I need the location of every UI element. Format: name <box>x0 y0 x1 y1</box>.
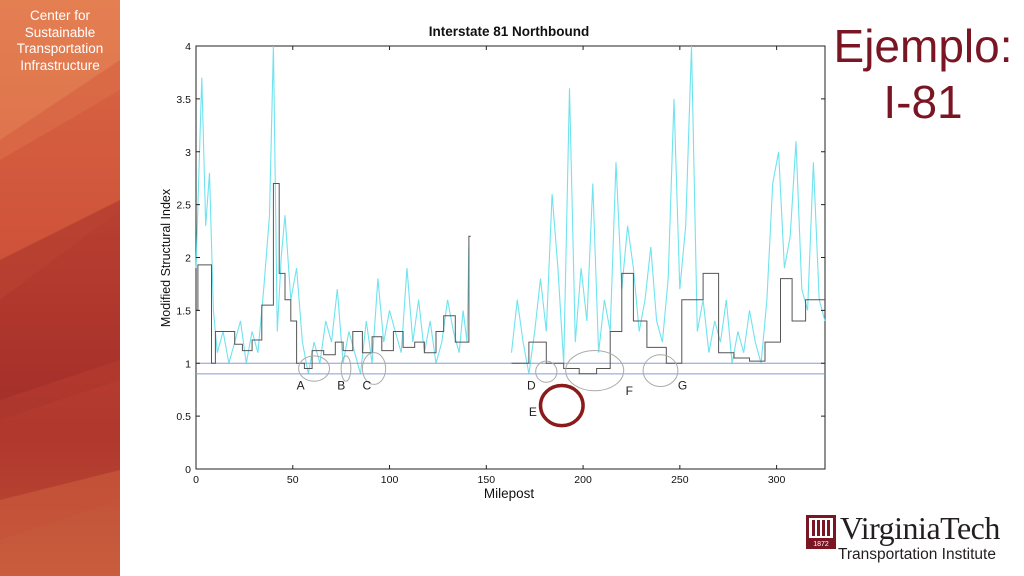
x-tick-label: 0 <box>193 474 199 486</box>
y-tick-label: 4 <box>185 41 191 53</box>
y-tick-label: 3 <box>185 147 191 159</box>
raw-series-line-1 <box>510 45 826 374</box>
y-tick-label: 3.5 <box>176 94 191 106</box>
average-series-line-0 <box>196 183 471 369</box>
annotation-circle-d <box>535 360 558 383</box>
y-tick-label: 0.5 <box>176 411 191 423</box>
sidebar: Center for Sustainable Transportation In… <box>0 0 120 576</box>
annotation-label-f: F <box>626 384 633 398</box>
annotation-circle-f <box>565 350 625 392</box>
y-tick-label: 1 <box>185 358 191 370</box>
x-tick-label: 300 <box>768 474 786 486</box>
virginia-tech-logo: 1872 VirginiaTech Transportation Institu… <box>806 510 1016 572</box>
annotation-circle-b <box>340 355 352 382</box>
reference-lines <box>196 362 825 375</box>
vt-seal-icon: 1872 <box>806 515 836 549</box>
annotations-group: A B C DE F G <box>297 350 687 428</box>
raw-series-group <box>195 45 826 374</box>
sidebar-pattern <box>0 0 120 576</box>
logo-name: VirginiaTech <box>840 510 1000 546</box>
annotation-label-d: D <box>527 379 536 393</box>
y-axis-label: Modified Structural Index <box>159 188 173 327</box>
y-tick-label: 2.5 <box>176 200 191 212</box>
chart: Interstate 81 Northbound A B C DE F G 0 50 100 1… <box>159 24 826 501</box>
org-name: Center for Sustainable Transportation In… <box>16 8 104 73</box>
vt-seal-year: 1872 <box>813 541 829 548</box>
annotation-label-a: A <box>297 379 305 393</box>
chart-title: Interstate 81 Northbound <box>429 24 590 39</box>
y-tick-label: 1.5 <box>176 305 191 317</box>
annotation-label-g: G <box>678 379 687 393</box>
logo-subtitle: Transportation Institute <box>838 546 996 563</box>
x-tick-label: 100 <box>381 474 399 486</box>
x-axis-label: Milepost <box>484 486 535 501</box>
y-tick-label: 2 <box>185 253 191 265</box>
slide-title: Ejemplo: I-81 <box>833 20 1013 128</box>
axes-group: 0 50 100 150 200 250 300 0 0.5 1 1.5 2 2.5 3 3.5 4 <box>176 41 825 486</box>
annotation-label-c: C <box>362 379 371 393</box>
x-tick-label: 150 <box>478 474 496 486</box>
y-tick-label: 0 <box>185 464 191 476</box>
annotation-circle-a <box>298 355 331 382</box>
annotation-circle-e <box>538 383 585 428</box>
plot-frame <box>195 45 826 470</box>
annotation-circle-g <box>642 354 679 388</box>
annotation-label-b: B <box>337 379 345 393</box>
x-tick-label: 250 <box>671 474 689 486</box>
raw-series-line-0 <box>195 45 470 374</box>
annotation-label-e: E <box>529 405 537 419</box>
x-tick-label: 200 <box>574 474 592 486</box>
average-series-line-1 <box>511 272 825 375</box>
x-tick-label: 50 <box>287 474 299 486</box>
annotation-circle-c <box>361 352 387 385</box>
